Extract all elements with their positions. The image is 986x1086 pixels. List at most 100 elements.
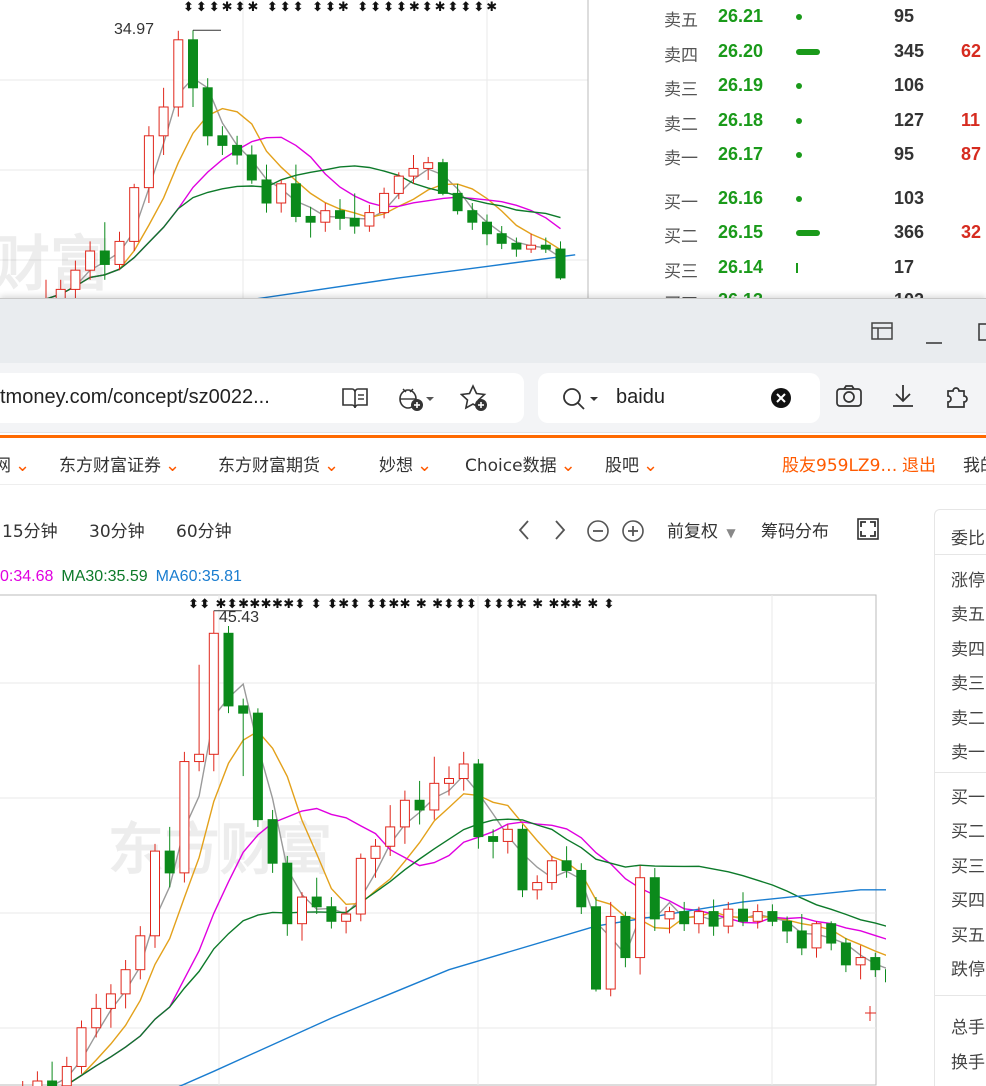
candle xyxy=(488,829,499,859)
candle-body xyxy=(855,957,866,966)
candle xyxy=(532,875,543,900)
candle xyxy=(870,952,881,977)
candle-body xyxy=(811,923,822,949)
order-book-price: 26.18 xyxy=(718,110,764,130)
candle xyxy=(341,906,352,934)
candle xyxy=(708,899,719,936)
site-nav-label: 东方财富期货 xyxy=(218,456,320,476)
candle-body xyxy=(708,911,719,927)
screenshot-camera-icon[interactable] xyxy=(835,383,863,413)
extensions-puzzle-icon[interactable] xyxy=(944,383,972,413)
download-icon[interactable] xyxy=(890,383,916,413)
title-bar xyxy=(0,299,986,363)
search-icon[interactable] xyxy=(562,387,600,417)
candle-body xyxy=(752,911,763,922)
clear-search-icon[interactable] xyxy=(770,387,792,413)
favorite-add-icon[interactable] xyxy=(459,384,492,418)
adjust-dropdown[interactable]: 前复权 ▼ xyxy=(667,517,736,542)
candle-body xyxy=(423,162,434,169)
chip-distribution-button[interactable]: 筹码分布 xyxy=(761,522,829,542)
candle-body xyxy=(796,930,807,949)
side-panel-label: 买一 xyxy=(951,788,985,808)
candle-body xyxy=(158,106,169,137)
candle xyxy=(408,155,419,184)
candle xyxy=(276,179,287,213)
chevron-down-icon: ⌄ xyxy=(15,455,31,476)
candle xyxy=(429,756,440,820)
order-book-volume-bar xyxy=(796,118,802,124)
order-book-price: 26.19 xyxy=(718,75,764,95)
minimize-icon[interactable] xyxy=(925,330,943,349)
logout-link[interactable]: 退出 xyxy=(902,456,936,476)
address-bar[interactable]: tmoney.com/concept/sz0022... xyxy=(0,373,524,423)
extension-bug-icon[interactable] xyxy=(395,384,435,416)
order-book-change: 32 xyxy=(961,222,982,242)
candle-body xyxy=(385,826,396,847)
candle xyxy=(76,1020,87,1074)
user-name-link[interactable]: 股友959LZ9… xyxy=(782,456,898,476)
candle-body xyxy=(452,192,463,212)
ma-line xyxy=(45,107,561,300)
site-nav-item[interactable]: 股吧 ⌄ xyxy=(605,451,658,476)
candle-body xyxy=(437,162,448,194)
candle-body xyxy=(414,799,425,811)
candle-body xyxy=(870,957,881,971)
order-book-label: 卖一 xyxy=(664,149,698,169)
period-tab-15min[interactable]: 15分钟 xyxy=(2,522,58,542)
candle xyxy=(208,610,219,772)
maximize-icon[interactable] xyxy=(978,323,986,345)
order-book-volume-bar xyxy=(796,49,820,55)
candle xyxy=(517,824,528,898)
main-kline-chart: 东方财富 45.43⬍⬍ ✱⬍✱✱✱✱✱⬍ ⬍ ⬍✱⬍ ⬍⬍✱✱ ✱ ✱⬍⬍⬍ ⬍… xyxy=(0,594,886,1086)
candle-body xyxy=(458,763,469,779)
divider xyxy=(935,995,986,996)
chevron-down-icon: ⌄ xyxy=(560,455,576,476)
divider xyxy=(935,554,986,555)
order-book-volume-bar xyxy=(796,14,802,20)
site-nav-item[interactable]: 妙想 ⌄ xyxy=(379,451,432,476)
reader-mode-icon[interactable] xyxy=(341,386,369,414)
period-tab-60min[interactable]: 60分钟 xyxy=(176,522,232,542)
site-nav-item[interactable]: 东方财富证券 ⌄ xyxy=(59,451,180,476)
tab-actions-icon[interactable] xyxy=(871,321,893,345)
zoom-in-icon[interactable] xyxy=(621,519,645,547)
order-book-change: 87 xyxy=(961,144,982,164)
candle xyxy=(752,904,763,929)
candle xyxy=(379,187,390,219)
my-account-link[interactable]: 我的 xyxy=(963,456,986,476)
side-panel-label: 跌停 xyxy=(951,960,985,980)
candle-body xyxy=(517,828,528,891)
order-book-volume: 95 xyxy=(894,6,915,26)
candle xyxy=(467,203,478,230)
candle-body xyxy=(467,210,478,223)
candle-body xyxy=(129,187,140,242)
order-book-volume: 102 xyxy=(894,290,925,300)
zoom-out-icon[interactable] xyxy=(586,519,610,547)
candle xyxy=(423,156,434,180)
candle-body xyxy=(605,915,616,990)
site-nav-item[interactable]: Choice数据 ⌄ xyxy=(465,451,576,476)
candle xyxy=(370,839,381,878)
candle xyxy=(158,87,169,155)
candle-body xyxy=(364,212,375,227)
candle-body xyxy=(143,135,154,189)
period-tab-30min[interactable]: 30分钟 xyxy=(89,522,145,542)
ma60-line xyxy=(243,254,576,300)
site-nav-item[interactable]: 网 ⌄ xyxy=(0,451,30,476)
divider xyxy=(935,772,986,773)
max-price-label: 45.43 xyxy=(219,609,259,626)
chevron-right-icon[interactable] xyxy=(553,519,567,545)
candle xyxy=(693,906,704,934)
fullscreen-icon[interactable] xyxy=(857,518,879,544)
candle-body xyxy=(349,217,360,227)
site-nav-item[interactable]: 东方财富期货 ⌄ xyxy=(218,451,339,476)
site-nav-label: 网 xyxy=(0,456,11,476)
candle-body xyxy=(252,712,263,821)
search-box[interactable]: baidu xyxy=(538,373,820,423)
candle xyxy=(217,126,228,155)
chevron-left-icon[interactable] xyxy=(517,519,531,545)
address-text[interactable]: tmoney.com/concept/sz0022... xyxy=(0,386,270,408)
candle xyxy=(238,698,249,777)
candle-body xyxy=(70,269,81,290)
search-input[interactable]: baidu xyxy=(616,386,665,408)
